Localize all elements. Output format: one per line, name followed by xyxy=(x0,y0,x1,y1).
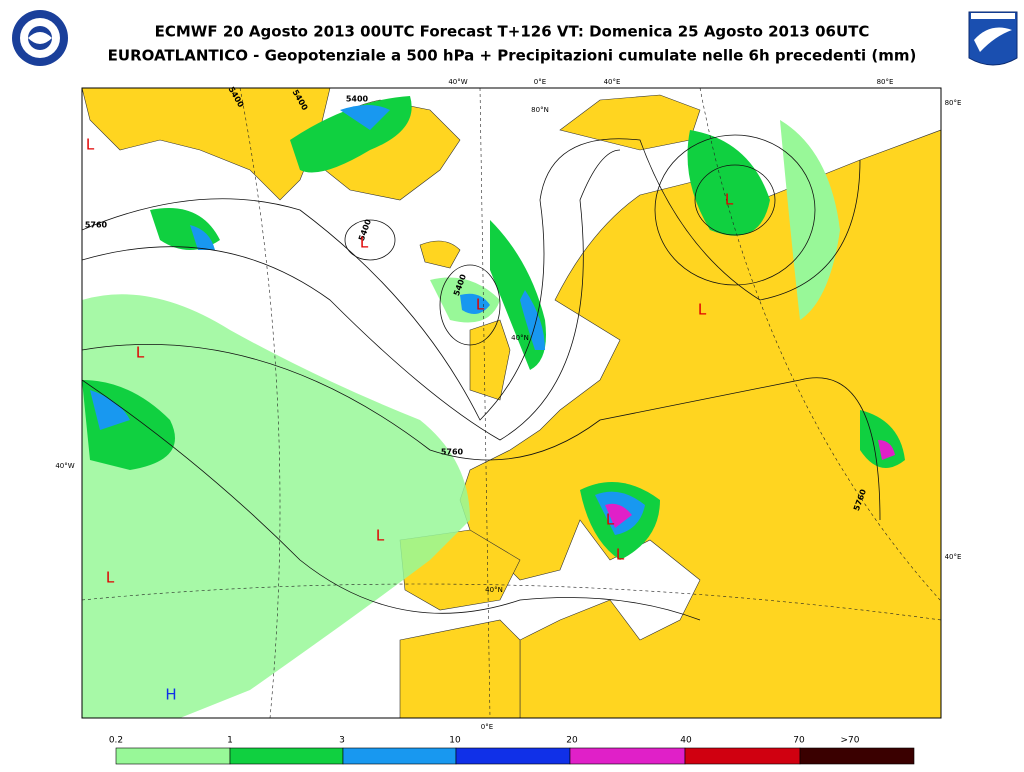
coordinate-label: 0°E xyxy=(534,78,546,86)
coordinate-label: 80°E xyxy=(945,99,962,107)
low-pressure-center: L xyxy=(476,296,485,314)
legend-swatch xyxy=(684,747,801,765)
title: ECMWF 20 Agosto 2013 00UTC Forecast T+12… xyxy=(155,23,870,41)
high-pressure-center: H xyxy=(165,686,176,704)
low-pressure-center: L xyxy=(360,234,369,252)
contour-label: 5760 xyxy=(441,448,464,457)
legend-swatch xyxy=(115,747,231,765)
legend: 0.2 1 3 10 20 40 70 >70 xyxy=(109,736,915,765)
map-frame xyxy=(81,87,942,719)
low-pressure-center: L xyxy=(106,569,115,587)
coordinate-label: 40°N xyxy=(511,334,529,342)
coordinate-label: 0°E xyxy=(481,723,493,731)
low-pressure-center: L xyxy=(698,301,707,319)
left-logo xyxy=(12,10,68,66)
subtitle: EUROATLANTICO - Geopotenziale a 500 hPa … xyxy=(108,47,917,65)
low-pressure-center: L xyxy=(606,511,615,529)
legend-swatch xyxy=(569,747,686,765)
legend-label: 40 xyxy=(680,736,692,746)
legend-label: 20 xyxy=(566,736,578,746)
legend-label: 10 xyxy=(449,736,461,746)
coordinate-label: 40°E xyxy=(604,78,621,86)
low-pressure-center: L xyxy=(376,527,385,545)
coordinate-label: 80°E xyxy=(877,78,894,86)
coordinate-label: 40°N xyxy=(485,586,503,594)
coordinate-label: 40°E xyxy=(945,553,962,561)
low-pressure-center: L xyxy=(616,546,625,564)
legend-swatch xyxy=(342,747,457,765)
legend-swatch xyxy=(455,747,571,765)
legend-label: 1 xyxy=(227,736,233,746)
legend-label: 70 xyxy=(793,736,805,746)
coordinate-label: 40°W xyxy=(448,78,467,86)
coordinate-label: 40°W xyxy=(55,462,74,470)
low-pressure-center: L xyxy=(86,136,95,154)
legend-swatch xyxy=(229,747,344,765)
legend-label: >70 xyxy=(841,736,860,746)
coordinate-label: 80°N xyxy=(531,106,549,114)
legend-swatch xyxy=(799,747,915,765)
right-logo xyxy=(968,11,1018,66)
low-pressure-center: L xyxy=(136,344,145,362)
contour-label: 5400 xyxy=(346,95,369,104)
contour-label: 5760 xyxy=(85,221,108,230)
low-pressure-center: L xyxy=(725,191,734,209)
legend-label: 3 xyxy=(339,736,345,746)
map xyxy=(82,88,941,718)
legend-label: 0.2 xyxy=(109,736,123,746)
